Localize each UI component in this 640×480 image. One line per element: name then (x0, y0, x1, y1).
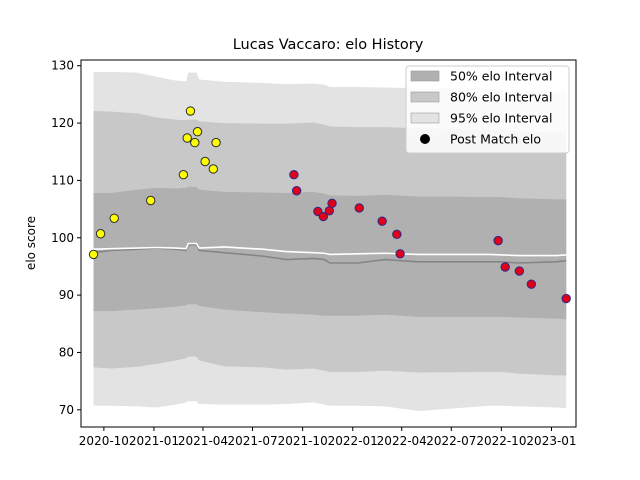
data-point (95, 229, 106, 239)
elo-interval-bands (93, 72, 567, 411)
mean-elo-line (93, 243, 567, 264)
mean-elo-upper-line (93, 242, 567, 257)
x-tick-label: 2021-01 (129, 434, 179, 448)
legend-label: 95% elo Interval (450, 111, 552, 126)
y-tick-label: 110 (51, 173, 74, 187)
data-point (185, 106, 196, 116)
data-point (395, 249, 405, 259)
x-tick-label: 2021-04 (178, 434, 228, 448)
band-50 (93, 186, 567, 320)
legend-swatch (410, 112, 440, 124)
y-tick-label: 90 (59, 288, 74, 302)
data-point (178, 169, 189, 180)
data-point (327, 198, 337, 209)
elo-mean-lines (93, 242, 567, 264)
data-point (182, 133, 192, 143)
data-point (561, 293, 571, 304)
data-point (190, 137, 200, 148)
legend-box (405, 65, 570, 154)
y-tick-label: 80 (59, 345, 74, 359)
post-match-points (88, 106, 571, 304)
data-point (514, 266, 525, 276)
y-tick-label: 130 (51, 59, 74, 73)
legend-marker (420, 134, 430, 144)
y-tick-label: 70 (59, 403, 74, 417)
data-point (200, 156, 210, 167)
data-point (211, 137, 221, 148)
y-axis-label: elo score (24, 216, 38, 270)
legend-label: 80% elo Interval (450, 90, 552, 105)
data-point (377, 216, 387, 226)
legend-swatch (410, 70, 440, 82)
x-tick-label: 2022-10 (476, 434, 526, 448)
data-point (208, 164, 219, 174)
x-tick-label: 2023-01 (526, 434, 576, 448)
plot-frame (80, 59, 577, 428)
legend-label: Post Match elo (450, 132, 541, 147)
data-point (291, 186, 302, 196)
y-tick-label: 100 (51, 231, 74, 245)
y-tick-label: 120 (51, 116, 74, 130)
x-tick-label: 2020-10 (79, 434, 129, 448)
data-point (88, 249, 99, 260)
data-point (146, 195, 156, 206)
chart-title: Lucas Vaccaro: elo History (233, 37, 424, 53)
data-point (493, 235, 503, 246)
data-point (526, 279, 537, 289)
legend-label: 50% elo Interval (450, 69, 552, 84)
x-tick-label: 2021-10 (278, 434, 328, 448)
data-point (500, 262, 510, 272)
data-point (318, 211, 329, 222)
x-tick-label: 2021-07 (227, 434, 277, 448)
data-point (192, 126, 203, 137)
x-tick-label: 2022-04 (377, 434, 427, 448)
legend: 50% elo Interval 80% elo Interval 95% elo … (405, 65, 570, 154)
legend-swatch (410, 91, 440, 103)
data-point (392, 229, 402, 240)
x-tick-label: 2022-07 (426, 434, 476, 448)
x-tick-label: 2022-01 (328, 434, 378, 448)
data-point (354, 203, 364, 213)
data-point (289, 169, 299, 180)
data-point (109, 213, 119, 223)
